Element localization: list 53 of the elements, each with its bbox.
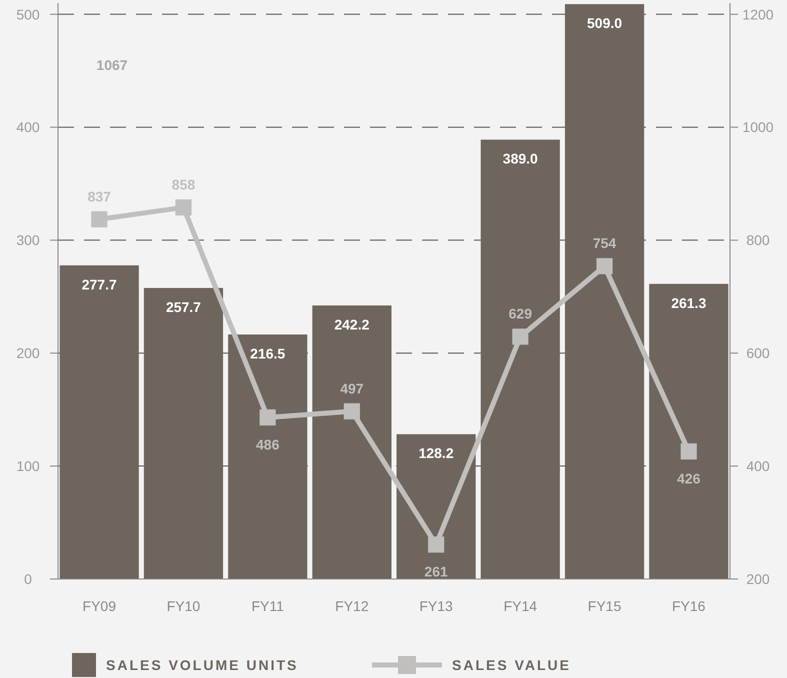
point bbox=[596, 258, 613, 274]
data-label: 389.0 bbox=[502, 150, 538, 167]
point bbox=[175, 199, 192, 216]
point bbox=[91, 211, 108, 228]
point bbox=[680, 443, 697, 460]
bar bbox=[480, 140, 560, 579]
x-tick-label: FY15 bbox=[588, 598, 622, 614]
data-label: 629 bbox=[508, 306, 532, 322]
y-tick-label: 400 bbox=[16, 119, 40, 136]
x-tick-label: FY14 bbox=[504, 598, 538, 614]
bar bbox=[396, 434, 476, 579]
data-label: 277.7 bbox=[82, 276, 117, 292]
y-tick-label: 0 bbox=[24, 571, 32, 587]
point bbox=[344, 403, 360, 420]
y-tick-label: 500 bbox=[16, 6, 40, 22]
y2-tick-label: 1200 bbox=[742, 6, 774, 22]
bar bbox=[649, 284, 728, 579]
data-label: 216.5 bbox=[250, 345, 286, 362]
point bbox=[428, 536, 444, 553]
y2-tick-label: 400 bbox=[746, 458, 770, 474]
bar bbox=[228, 334, 308, 579]
data-label: 128.2 bbox=[418, 445, 454, 462]
x-tick-label: FY13 bbox=[419, 598, 454, 614]
x-tick-label: FY11 bbox=[251, 598, 284, 614]
annotation: 1067 bbox=[96, 57, 128, 73]
data-label: 497 bbox=[340, 380, 364, 396]
data-label: 261 bbox=[424, 564, 448, 580]
data-label: 261.3 bbox=[671, 294, 706, 311]
y2-tick-label: 200 bbox=[746, 571, 770, 587]
bar bbox=[60, 265, 139, 579]
y2-tick-label: 1000 bbox=[742, 119, 774, 136]
y2-tick-label: 800 bbox=[746, 232, 770, 248]
x-tick-label: FY09 bbox=[82, 598, 116, 614]
y-tick-label: 100 bbox=[16, 458, 40, 474]
point bbox=[260, 409, 276, 426]
x-tick-label: FY16 bbox=[672, 598, 706, 614]
legend-label: SALES VALUE bbox=[452, 657, 571, 673]
data-label: 754 bbox=[592, 235, 616, 252]
y2-tick-label: 600 bbox=[746, 345, 770, 362]
x-tick-label: FY12 bbox=[335, 598, 369, 614]
bar bbox=[144, 288, 224, 579]
legend-label: SALES VOLUME UNITS bbox=[106, 657, 298, 673]
data-label: 242.2 bbox=[334, 316, 370, 332]
bar bbox=[312, 305, 392, 579]
y-tick-label: 300 bbox=[16, 232, 40, 248]
bar bbox=[564, 4, 644, 579]
data-label: 486 bbox=[256, 436, 280, 452]
data-label: 257.7 bbox=[166, 298, 202, 315]
data-label: 509.0 bbox=[587, 15, 622, 32]
y-tick-label: 200 bbox=[16, 345, 40, 362]
data-label: 426 bbox=[677, 470, 701, 486]
x-tick-label: FY10 bbox=[166, 598, 200, 614]
point bbox=[512, 328, 528, 345]
